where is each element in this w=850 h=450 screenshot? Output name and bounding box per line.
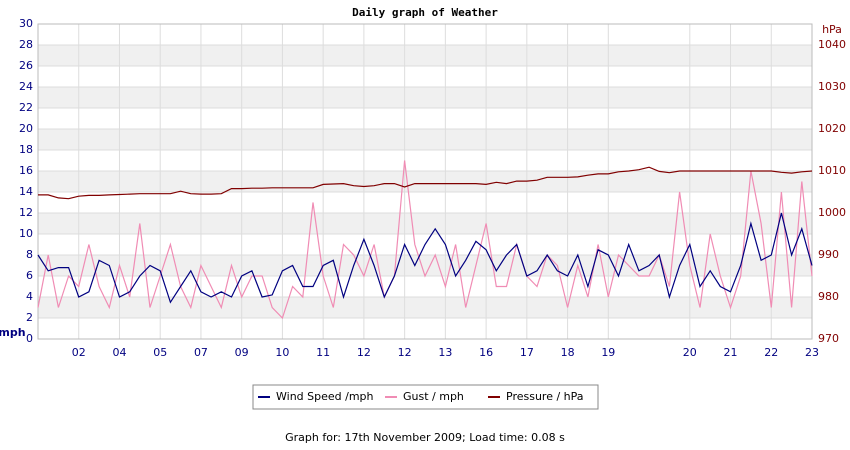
x-tick-label: 19 [601,346,615,359]
y-tick-label: 18 [19,143,33,156]
x-tick-label: 17 [520,346,534,359]
x-tick-label: 05 [153,346,167,359]
y-axis-label: mph [0,326,26,339]
y-tick-label: 0 [26,332,33,345]
x-tick-label: 07 [194,346,208,359]
chart-title: Daily graph of Weather [352,6,498,19]
x-tick-label: 12 [357,346,371,359]
y2-tick-label: 1010 [818,164,846,177]
y-tick-label: 10 [19,227,33,240]
y-tick-label: 12 [19,206,33,219]
legend-label: Wind Speed /mph [276,390,374,403]
series-line [37,160,813,320]
series-line [38,166,813,200]
y-tick-label: 4 [26,290,33,303]
y-tick-label: 22 [19,101,33,114]
y-tick-label: 16 [19,164,33,177]
y2-tick-label: 1000 [818,206,846,219]
y-tick-label: 28 [19,38,33,51]
y-tick-label: 2 [26,311,33,324]
x-tick-label: 09 [235,346,249,359]
x-tick-label: 10 [275,346,289,359]
x-tick-label: 04 [112,346,126,359]
grid-band [38,45,812,66]
y-tick-label: 14 [19,185,33,198]
y2-tick-label: 970 [818,332,839,345]
grid-band [38,171,812,192]
y-tick-label: 20 [19,122,33,135]
grid-band [38,255,812,276]
x-tick-label: 16 [479,346,493,359]
y2-axis-label: hPa [822,23,842,36]
x-tick-label: 22 [764,346,778,359]
y2-tick-label: 1020 [818,122,846,135]
y-tick-label: 30 [19,17,33,30]
x-tick-label: 13 [438,346,452,359]
y-tick-label: 24 [19,80,33,93]
grid-band [38,297,812,318]
x-tick-label: 18 [561,346,575,359]
legend-box [252,384,599,410]
y2-tick-label: 990 [818,248,839,261]
x-tick-label: 02 [72,346,86,359]
grid-band [38,129,812,150]
x-tick-label: 23 [805,346,819,359]
x-tick-label: 12 [398,346,412,359]
y-tick-label: 8 [26,248,33,261]
y2-tick-label: 1040 [818,38,846,51]
legend-label: Pressure / hPa [506,390,584,403]
series-line [37,212,813,304]
y-tick-label: 6 [26,269,33,282]
y-tick-label: 26 [19,59,33,72]
footer: Graph for: 17th November 2009; Load time… [285,431,565,444]
y2-tick-label: 1030 [818,80,846,93]
plot-frame [37,23,813,340]
x-tick-label: 20 [683,346,697,359]
grid-band [38,87,812,108]
legend-label: Gust / mph [403,390,464,403]
grid-band [38,213,812,234]
x-tick-label: 21 [724,346,738,359]
y2-tick-label: 980 [818,290,839,303]
x-tick-label: 11 [316,346,330,359]
